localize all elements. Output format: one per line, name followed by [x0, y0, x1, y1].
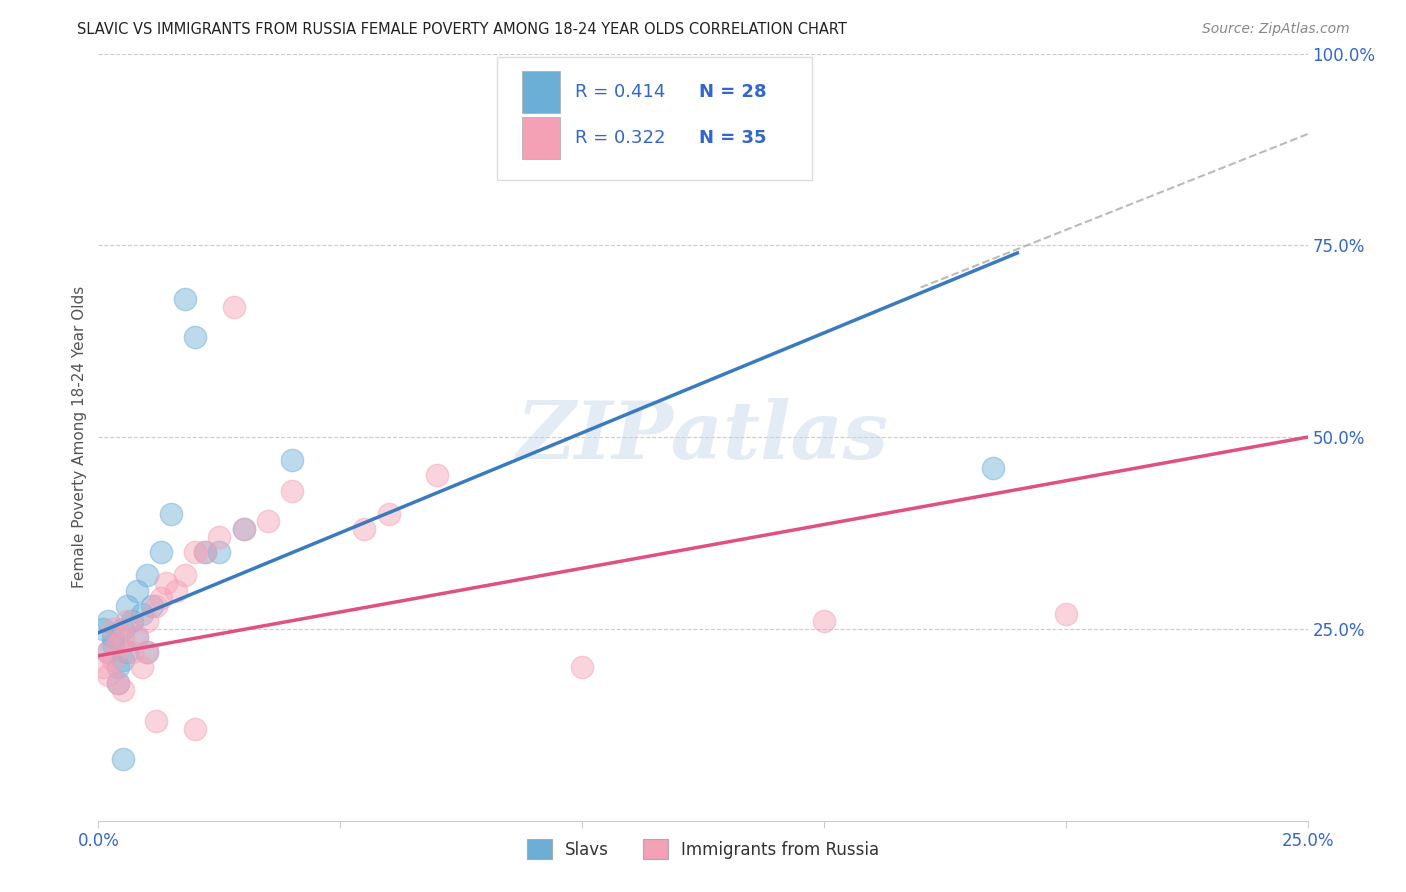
- Point: [111, 622, 134, 636]
- Point: [222, 300, 245, 314]
- Point: [91, 622, 114, 636]
- Point: [101, 637, 124, 651]
- FancyBboxPatch shape: [522, 117, 561, 159]
- Point: [97, 614, 120, 628]
- Point: [111, 652, 134, 666]
- Point: [101, 652, 124, 666]
- Point: [571, 660, 593, 674]
- Text: ZIPatlas: ZIPatlas: [517, 399, 889, 475]
- Point: [184, 722, 207, 736]
- Text: N = 35: N = 35: [699, 129, 766, 147]
- Point: [135, 614, 157, 628]
- FancyBboxPatch shape: [522, 70, 561, 113]
- Point: [97, 645, 120, 659]
- Point: [101, 622, 124, 636]
- Point: [174, 568, 197, 582]
- Y-axis label: Female Poverty Among 18-24 Year Olds: Female Poverty Among 18-24 Year Olds: [72, 286, 87, 588]
- Legend: Slavs, Immigrants from Russia: Slavs, Immigrants from Russia: [520, 832, 886, 866]
- Point: [155, 575, 177, 590]
- Text: Source: ZipAtlas.com: Source: ZipAtlas.com: [1202, 22, 1350, 37]
- Point: [165, 583, 187, 598]
- Point: [281, 453, 304, 467]
- Point: [150, 591, 173, 606]
- Point: [184, 545, 207, 559]
- Text: R = 0.322: R = 0.322: [575, 129, 665, 147]
- Point: [194, 545, 217, 559]
- Point: [121, 614, 143, 628]
- Point: [353, 522, 375, 536]
- Point: [150, 545, 173, 559]
- Point: [127, 630, 149, 644]
- Point: [135, 645, 157, 659]
- Point: [232, 522, 254, 536]
- Text: SLAVIC VS IMMIGRANTS FROM RUSSIA FEMALE POVERTY AMONG 18-24 YEAR OLDS CORRELATIO: SLAVIC VS IMMIGRANTS FROM RUSSIA FEMALE …: [77, 22, 848, 37]
- Point: [131, 607, 153, 621]
- Point: [184, 330, 207, 344]
- Point: [107, 637, 129, 651]
- Point: [111, 752, 134, 766]
- Point: [1054, 607, 1077, 621]
- Point: [127, 583, 149, 598]
- Point: [91, 660, 114, 674]
- Point: [141, 599, 163, 613]
- Point: [208, 545, 231, 559]
- Text: N = 28: N = 28: [699, 83, 768, 101]
- Point: [281, 483, 304, 498]
- Point: [981, 460, 1004, 475]
- Point: [194, 545, 217, 559]
- Point: [107, 675, 129, 690]
- Point: [208, 530, 231, 544]
- Point: [117, 645, 139, 659]
- Point: [117, 614, 139, 628]
- Point: [135, 568, 157, 582]
- Point: [117, 599, 139, 613]
- Point: [160, 507, 183, 521]
- Point: [232, 522, 254, 536]
- Point: [111, 683, 134, 698]
- Point: [97, 668, 120, 682]
- Point: [121, 645, 143, 659]
- Point: [131, 660, 153, 674]
- Point: [127, 630, 149, 644]
- Point: [107, 675, 129, 690]
- Point: [426, 468, 449, 483]
- Point: [813, 614, 835, 628]
- Point: [256, 515, 278, 529]
- Point: [111, 630, 134, 644]
- Point: [145, 714, 167, 728]
- Point: [101, 630, 124, 644]
- Text: R = 0.414: R = 0.414: [575, 83, 665, 101]
- Point: [107, 660, 129, 674]
- Point: [145, 599, 167, 613]
- Point: [135, 645, 157, 659]
- FancyBboxPatch shape: [498, 57, 811, 180]
- Point: [174, 292, 197, 306]
- Point: [97, 645, 120, 659]
- Point: [377, 507, 399, 521]
